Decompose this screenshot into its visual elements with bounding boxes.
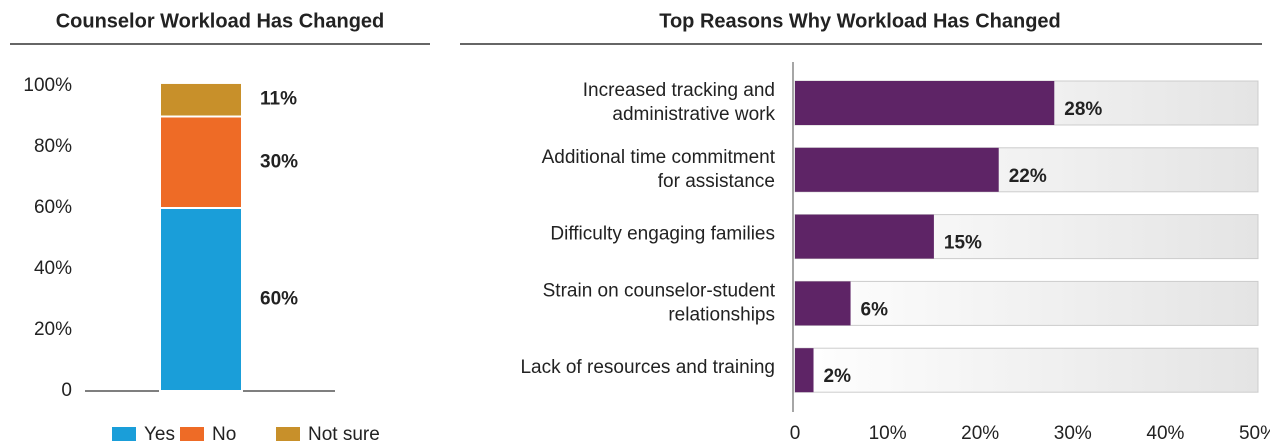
data-label: 15% xyxy=(944,233,982,254)
legend-label: No xyxy=(212,424,236,444)
bar-track xyxy=(794,347,1259,393)
y-tick-label: 60% xyxy=(34,197,72,218)
data-label: 60% xyxy=(260,289,298,310)
category-label: Lack of resources and training xyxy=(520,357,775,378)
legend-swatch xyxy=(112,427,136,441)
legend-swatch xyxy=(180,427,204,441)
x-tick-label: 50% xyxy=(1239,423,1270,444)
legend-label: Yes xyxy=(144,424,175,444)
y-tick-label: 80% xyxy=(34,136,72,157)
bar-track xyxy=(794,280,1259,326)
category-label: Strain on counselor-student xyxy=(543,280,776,301)
y-tick-label: 100% xyxy=(23,75,72,96)
data-label: 22% xyxy=(1009,166,1047,187)
category-label: Additional time commitment xyxy=(542,147,776,168)
bar-segment xyxy=(159,207,243,392)
category-label: Increased tracking and xyxy=(583,80,775,101)
data-label: 11% xyxy=(260,89,297,110)
legend-label: Not sure xyxy=(308,424,380,444)
x-tick-label: 0 xyxy=(790,423,801,444)
x-tick-label: 40% xyxy=(1146,423,1184,444)
chart-title: Counselor Workload Has Changed xyxy=(56,10,385,32)
bar xyxy=(795,81,1055,125)
category-label: administrative work xyxy=(612,104,775,125)
bar xyxy=(795,281,851,326)
x-tick-label: 10% xyxy=(869,423,907,444)
data-label: 28% xyxy=(1064,99,1102,120)
x-tick-label: 20% xyxy=(961,423,999,444)
legend-swatch xyxy=(276,427,300,441)
y-tick-label: 0 xyxy=(61,380,72,401)
data-label: 30% xyxy=(260,151,298,172)
data-label: 6% xyxy=(861,299,889,320)
x-tick-label: 30% xyxy=(1054,423,1092,444)
chart-title: Top Reasons Why Workload Has Changed xyxy=(659,10,1061,32)
bar xyxy=(795,348,814,393)
category-label: relationships xyxy=(668,304,775,325)
bar xyxy=(795,214,934,259)
category-label: Difficulty engaging families xyxy=(550,224,775,245)
category-label: for assistance xyxy=(658,171,775,192)
y-tick-label: 40% xyxy=(34,258,72,279)
bar-segment xyxy=(159,115,243,209)
bar-segment xyxy=(159,81,243,118)
data-label: 2% xyxy=(824,366,852,387)
bar xyxy=(795,147,999,192)
y-tick-label: 20% xyxy=(34,319,72,340)
